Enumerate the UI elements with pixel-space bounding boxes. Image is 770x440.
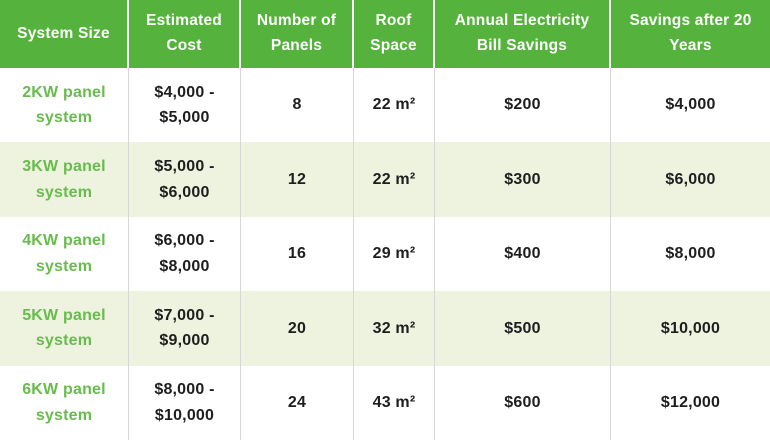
- cell-number-of-panels: 8: [241, 68, 354, 143]
- cell-annual-bill-savings: $600: [435, 365, 611, 440]
- cell-annual-bill-savings: $300: [435, 142, 611, 217]
- header-cell-savings-20-years: Savings after 20 Years: [611, 0, 770, 68]
- header-cell-estimated-cost: Estimated Cost: [129, 0, 241, 68]
- cell-roof-space: 22 m²: [354, 142, 435, 217]
- cell-estimated-cost: $5,000 - $6,000: [129, 142, 241, 217]
- cell-estimated-cost: $6,000 - $8,000: [129, 216, 241, 292]
- cell-savings-20-years: $12,000: [611, 365, 770, 440]
- cell-number-of-panels: 16: [241, 216, 354, 292]
- cell-estimated-cost: $8,000 - $10,000: [129, 365, 241, 440]
- cell-savings-20-years: $6,000: [611, 142, 770, 217]
- cell-annual-bill-savings: $400: [435, 216, 611, 292]
- cell-savings-20-years: $8,000: [611, 216, 770, 292]
- cell-annual-bill-savings: $200: [435, 68, 611, 143]
- cell-system-size: 5KW panel system: [0, 291, 129, 366]
- cell-estimated-cost: $7,000 - $9,000: [129, 291, 241, 366]
- cell-roof-space: 43 m²: [354, 365, 435, 440]
- cell-number-of-panels: 20: [241, 291, 354, 366]
- cell-system-size: 4KW panel system: [0, 216, 129, 292]
- cell-system-size: 3KW panel system: [0, 142, 129, 217]
- cell-annual-bill-savings: $500: [435, 291, 611, 366]
- cell-roof-space: 32 m²: [354, 291, 435, 366]
- cell-number-of-panels: 12: [241, 142, 354, 217]
- header-cell-annual-bill-savings: Annual Electricity Bill Savings: [435, 0, 611, 68]
- cell-roof-space: 29 m²: [354, 216, 435, 292]
- header-cell-system-size: System Size: [0, 0, 129, 68]
- header-cell-number-of-panels: Number of Panels: [241, 0, 354, 68]
- cell-estimated-cost: $4,000 - $5,000: [129, 68, 241, 143]
- cell-system-size: 2KW panel system: [0, 68, 129, 143]
- cell-savings-20-years: $4,000: [611, 68, 770, 143]
- header-cell-roof-space: Roof Space: [354, 0, 435, 68]
- cell-number-of-panels: 24: [241, 365, 354, 440]
- cell-savings-20-years: $10,000: [611, 291, 770, 366]
- cell-system-size: 6KW panel system: [0, 365, 129, 440]
- cell-roof-space: 22 m²: [354, 68, 435, 143]
